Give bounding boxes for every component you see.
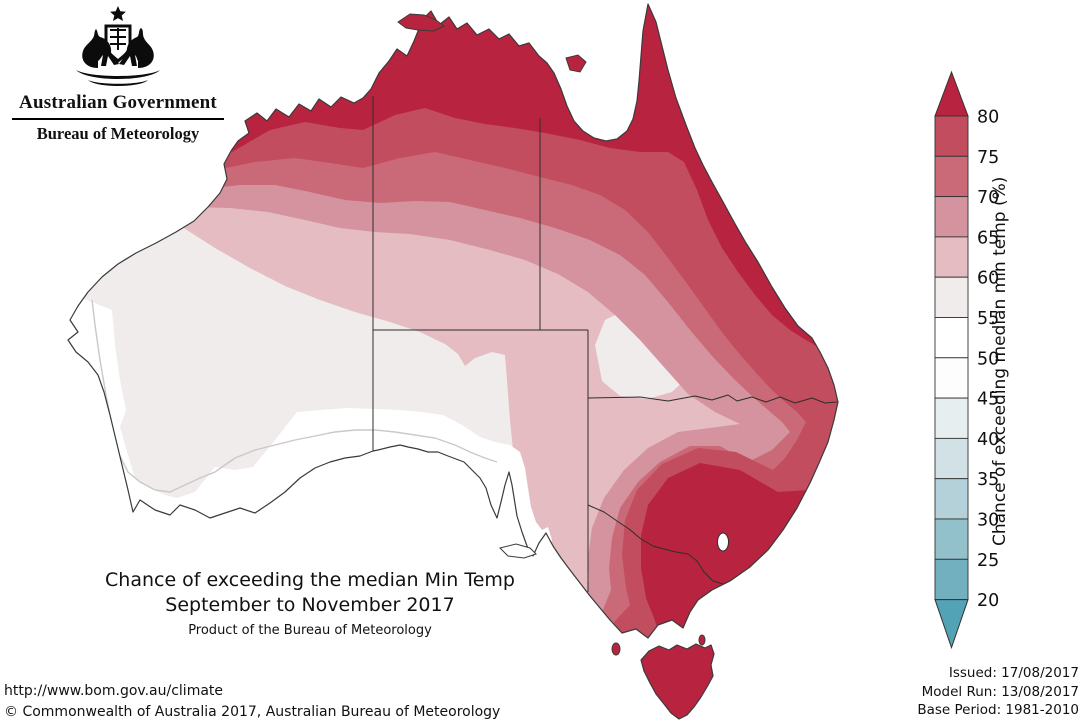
footer-issued: Issued: 17/08/2017 bbox=[917, 664, 1079, 683]
legend-segment bbox=[935, 197, 968, 237]
footer-right-block: Issued: 17/08/2017 Model Run: 13/08/2017… bbox=[917, 664, 1079, 720]
legend-segment bbox=[935, 358, 968, 398]
legend-segment bbox=[935, 116, 968, 156]
legend-axis-label: Chance of exceeding median min temp (%) bbox=[990, 136, 1016, 586]
footer-url: http://www.bom.gov.au/climate bbox=[4, 681, 500, 702]
footer-model-run: Model Run: 13/08/2017 bbox=[917, 683, 1079, 702]
legend-segment bbox=[935, 237, 968, 277]
legend-segment bbox=[935, 479, 968, 519]
melville-island bbox=[398, 14, 444, 31]
footer-left-block: http://www.bom.gov.au/climate © Commonwe… bbox=[4, 681, 500, 723]
legend-segment bbox=[935, 559, 968, 599]
tasmania bbox=[641, 644, 714, 719]
legend-tick-label: 80 bbox=[977, 108, 999, 128]
footer-copyright: © Commonwealth of Australia 2017, Austra… bbox=[4, 702, 500, 723]
map-title-block: Chance of exceeding the median Min Temp … bbox=[40, 568, 580, 638]
groote-island bbox=[566, 55, 586, 72]
act-lake-outline bbox=[718, 533, 729, 551]
map-title-line2: September to November 2017 bbox=[40, 593, 580, 618]
flinders-island bbox=[699, 635, 705, 645]
legend-arrow-top bbox=[935, 72, 968, 116]
map-title-line1: Chance of exceeding the median Min Temp bbox=[40, 568, 580, 593]
king-island bbox=[612, 643, 620, 655]
legend-segment bbox=[935, 318, 968, 358]
legend-segment bbox=[935, 277, 968, 317]
footer-base-period: Base Period: 1981-2010 bbox=[917, 701, 1079, 720]
legend-segment bbox=[935, 398, 968, 438]
legend-arrow-bottom bbox=[935, 600, 968, 648]
legend-segment bbox=[935, 438, 968, 478]
legend-segment bbox=[935, 519, 968, 559]
legend-tick-label: 20 bbox=[977, 591, 999, 611]
legend-segment bbox=[935, 156, 968, 196]
map-title-line3: Product of the Bureau of Meteorology bbox=[40, 623, 580, 638]
